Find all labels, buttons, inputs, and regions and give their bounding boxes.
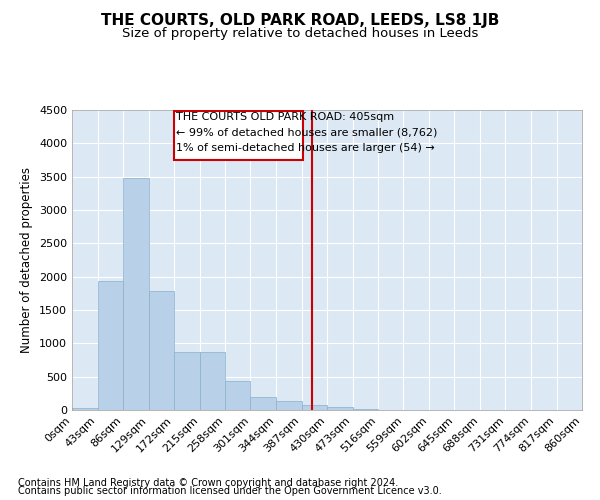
Bar (174, 352, 199, 410)
Text: Size of property relative to detached houses in Leeds: Size of property relative to detached ho… (122, 28, 478, 40)
Bar (149, 292, 174, 410)
Y-axis label: Number of detached properties: Number of detached properties (20, 167, 34, 353)
Text: THE COURTS OLD PARK ROAD: 405sqm: THE COURTS OLD PARK ROAD: 405sqm (176, 112, 394, 122)
Bar (327, 408, 353, 410)
Bar (199, 352, 225, 410)
Text: THE COURTS, OLD PARK ROAD, LEEDS, LS8 1JB: THE COURTS, OLD PARK ROAD, LEEDS, LS8 1J… (101, 12, 499, 28)
FancyBboxPatch shape (174, 112, 303, 160)
Text: Contains public sector information licensed under the Open Government Licence v3: Contains public sector information licen… (18, 486, 442, 496)
Bar (123, 178, 149, 410)
Bar (276, 402, 302, 410)
Text: 1% of semi-detached houses are larger (54) →: 1% of semi-detached houses are larger (5… (176, 142, 435, 152)
Text: Contains HM Land Registry data © Crown copyright and database right 2024.: Contains HM Land Registry data © Crown c… (18, 478, 398, 488)
Text: ← 99% of detached houses are smaller (8,762): ← 99% of detached houses are smaller (8,… (176, 128, 438, 138)
Bar (225, 382, 251, 410)
Bar (97, 282, 123, 410)
Bar (302, 405, 327, 410)
Bar (72, 408, 97, 410)
Bar (251, 397, 276, 410)
